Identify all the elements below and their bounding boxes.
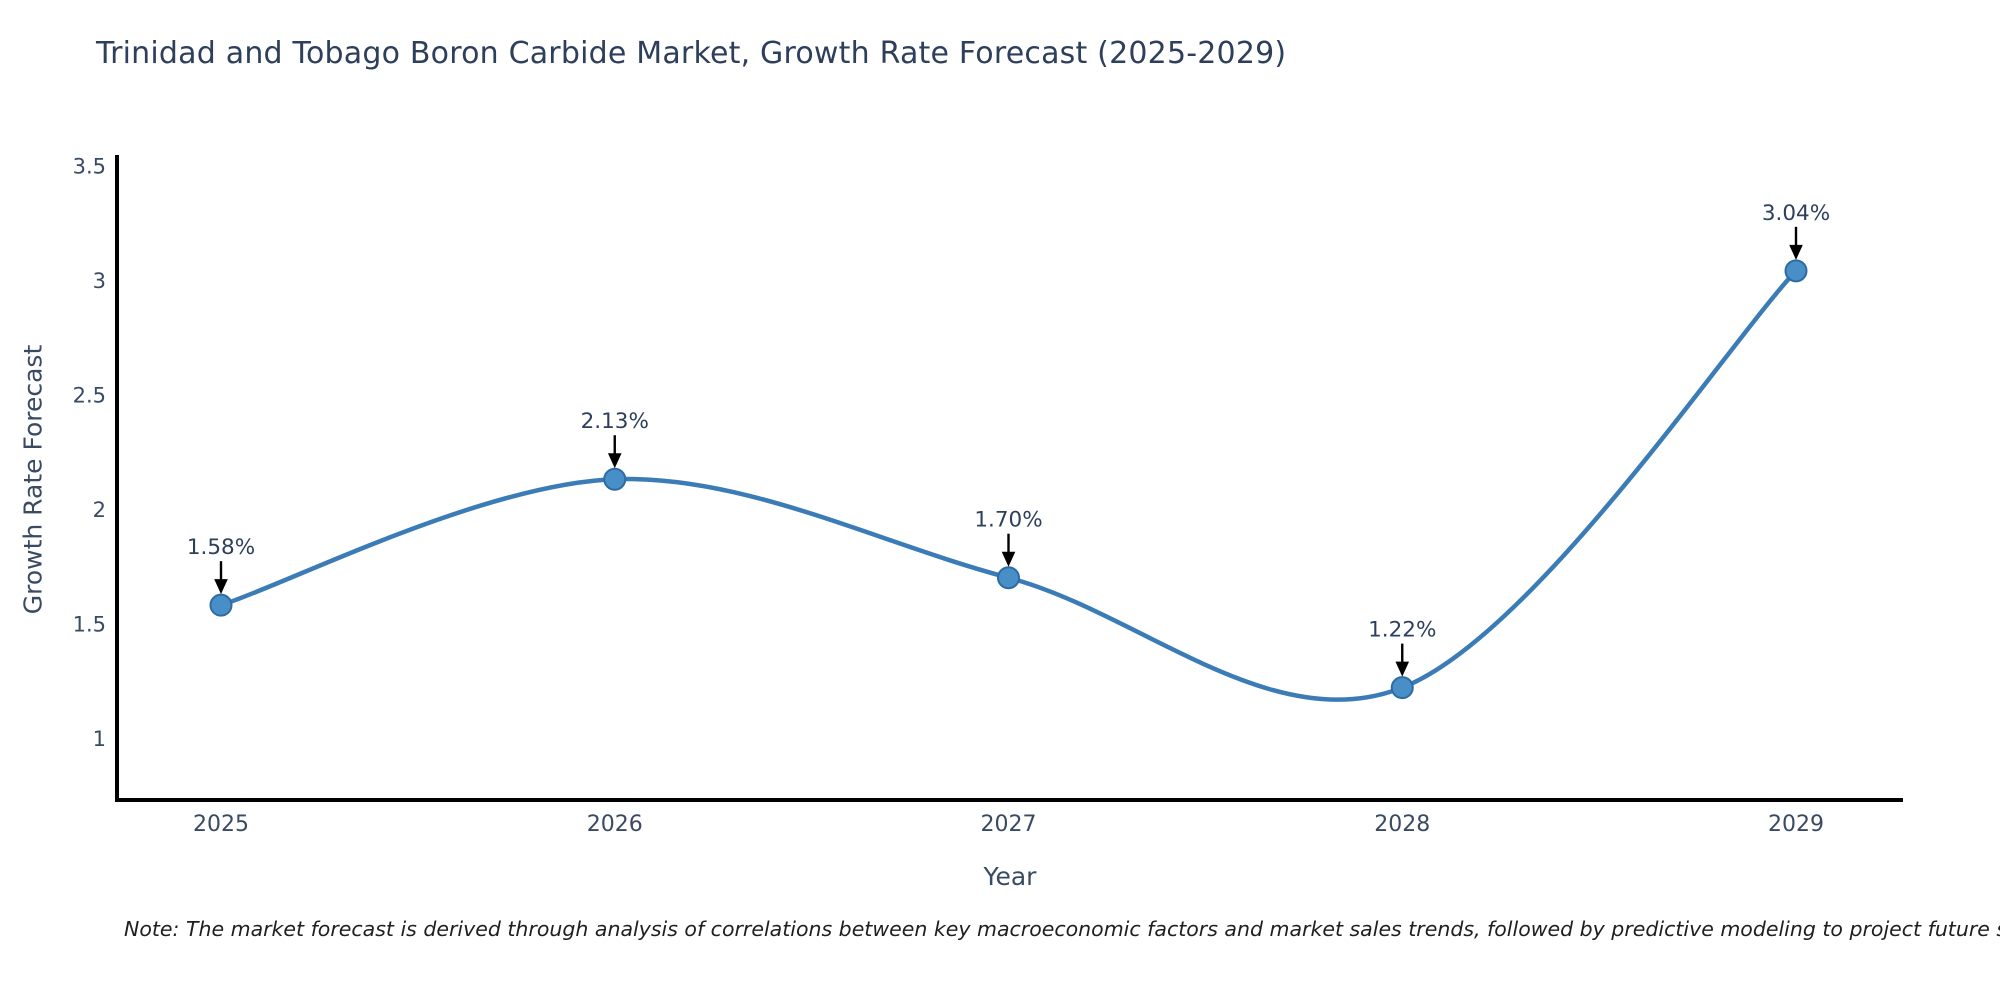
x-tick-label: 2028	[1374, 812, 1430, 837]
x-axis-label: Year	[983, 862, 1037, 891]
footnote: Note: The market forecast is derived thr…	[124, 917, 2000, 941]
point-value-label: 3.04%	[1762, 201, 1830, 226]
y-tick-label: 2	[93, 498, 106, 522]
y-axis-label: Growth Rate Forecast	[18, 344, 48, 615]
point-value-label: 1.22%	[1368, 618, 1436, 643]
annotation-arrowhead	[1001, 551, 1016, 567]
y-tick-label: 1	[93, 727, 106, 751]
y-tick-label: 3.5	[73, 155, 106, 179]
x-tick-label: 2026	[587, 812, 643, 837]
data-point-2027	[997, 566, 1020, 590]
point-value-label: 1.70%	[974, 508, 1042, 533]
annotation-arrowhead	[1789, 244, 1803, 260]
data-point-2026	[603, 467, 627, 491]
data-point-2029	[1784, 259, 1808, 283]
annotation-arrowhead	[1395, 661, 1410, 677]
data-point-2028	[1390, 676, 1414, 700]
y-tick-label: 2.5	[73, 384, 106, 408]
x-tick-label: 2025	[193, 812, 249, 837]
point-value-label: 2.13%	[581, 409, 649, 434]
y-tick-label: 1.5	[73, 613, 106, 637]
x-tick-label: 2029	[1768, 812, 1824, 837]
data-point-2025	[209, 593, 233, 617]
forecast-line	[218, 268, 1799, 702]
point-value-label: 1.58%	[187, 535, 255, 560]
x-tick-label: 2027	[981, 812, 1037, 837]
y-tick-label: 3	[93, 269, 106, 293]
annotation-arrowhead	[214, 579, 228, 595]
chart-title: Trinidad and Tobago Boron Carbide Market…	[96, 36, 1287, 71]
annotation-arrowhead	[607, 453, 622, 469]
